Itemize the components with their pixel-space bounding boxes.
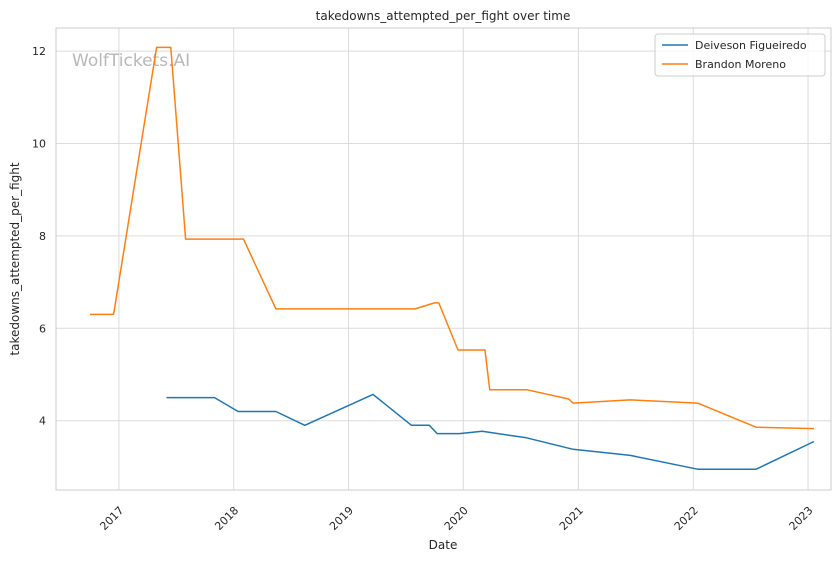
y-tick-label-4: 4 xyxy=(39,415,46,428)
plot-frame xyxy=(55,27,832,491)
y-tick-label-10: 10 xyxy=(32,138,46,151)
x-tick-label-2017: 2017 xyxy=(97,504,126,533)
legend-label-brandon-moreno: Brandon Moreno xyxy=(695,58,786,71)
y-axis-ticks: 4 6 8 10 12 xyxy=(32,45,46,428)
x-tick-label-2018: 2018 xyxy=(212,504,241,533)
watermark: WolfTickets.AI xyxy=(72,51,190,71)
y-axis-label: takedowns_attempted_per_fight xyxy=(8,162,22,355)
legend: Deiveson Figueiredo Brandon Moreno xyxy=(654,33,826,77)
chart-title: takedowns_attempted_per_fight over time xyxy=(316,9,571,23)
series-layer xyxy=(90,46,815,470)
x-axis-label: Date xyxy=(429,538,458,552)
x-tick-label-2019: 2019 xyxy=(327,504,356,533)
x-tick-label-2021: 2021 xyxy=(557,504,586,533)
y-tick-label-6: 6 xyxy=(39,322,46,335)
grid xyxy=(56,28,831,490)
legend-box xyxy=(654,33,826,77)
y-tick-label-8: 8 xyxy=(39,230,46,243)
x-axis-ticks: 2017 2018 2019 2020 2021 2022 2023 xyxy=(97,504,815,533)
y-tick-label-12: 12 xyxy=(32,45,46,58)
x-tick-label-2020: 2020 xyxy=(442,504,471,533)
x-tick-label-2023: 2023 xyxy=(787,504,816,533)
legend-label-deiveson-figueiredo: Deiveson Figueiredo xyxy=(695,39,807,52)
x-tick-label-2022: 2022 xyxy=(672,504,701,533)
series-line-deiveson-figueiredo xyxy=(166,393,815,470)
series-line-brandon-moreno xyxy=(90,46,815,430)
